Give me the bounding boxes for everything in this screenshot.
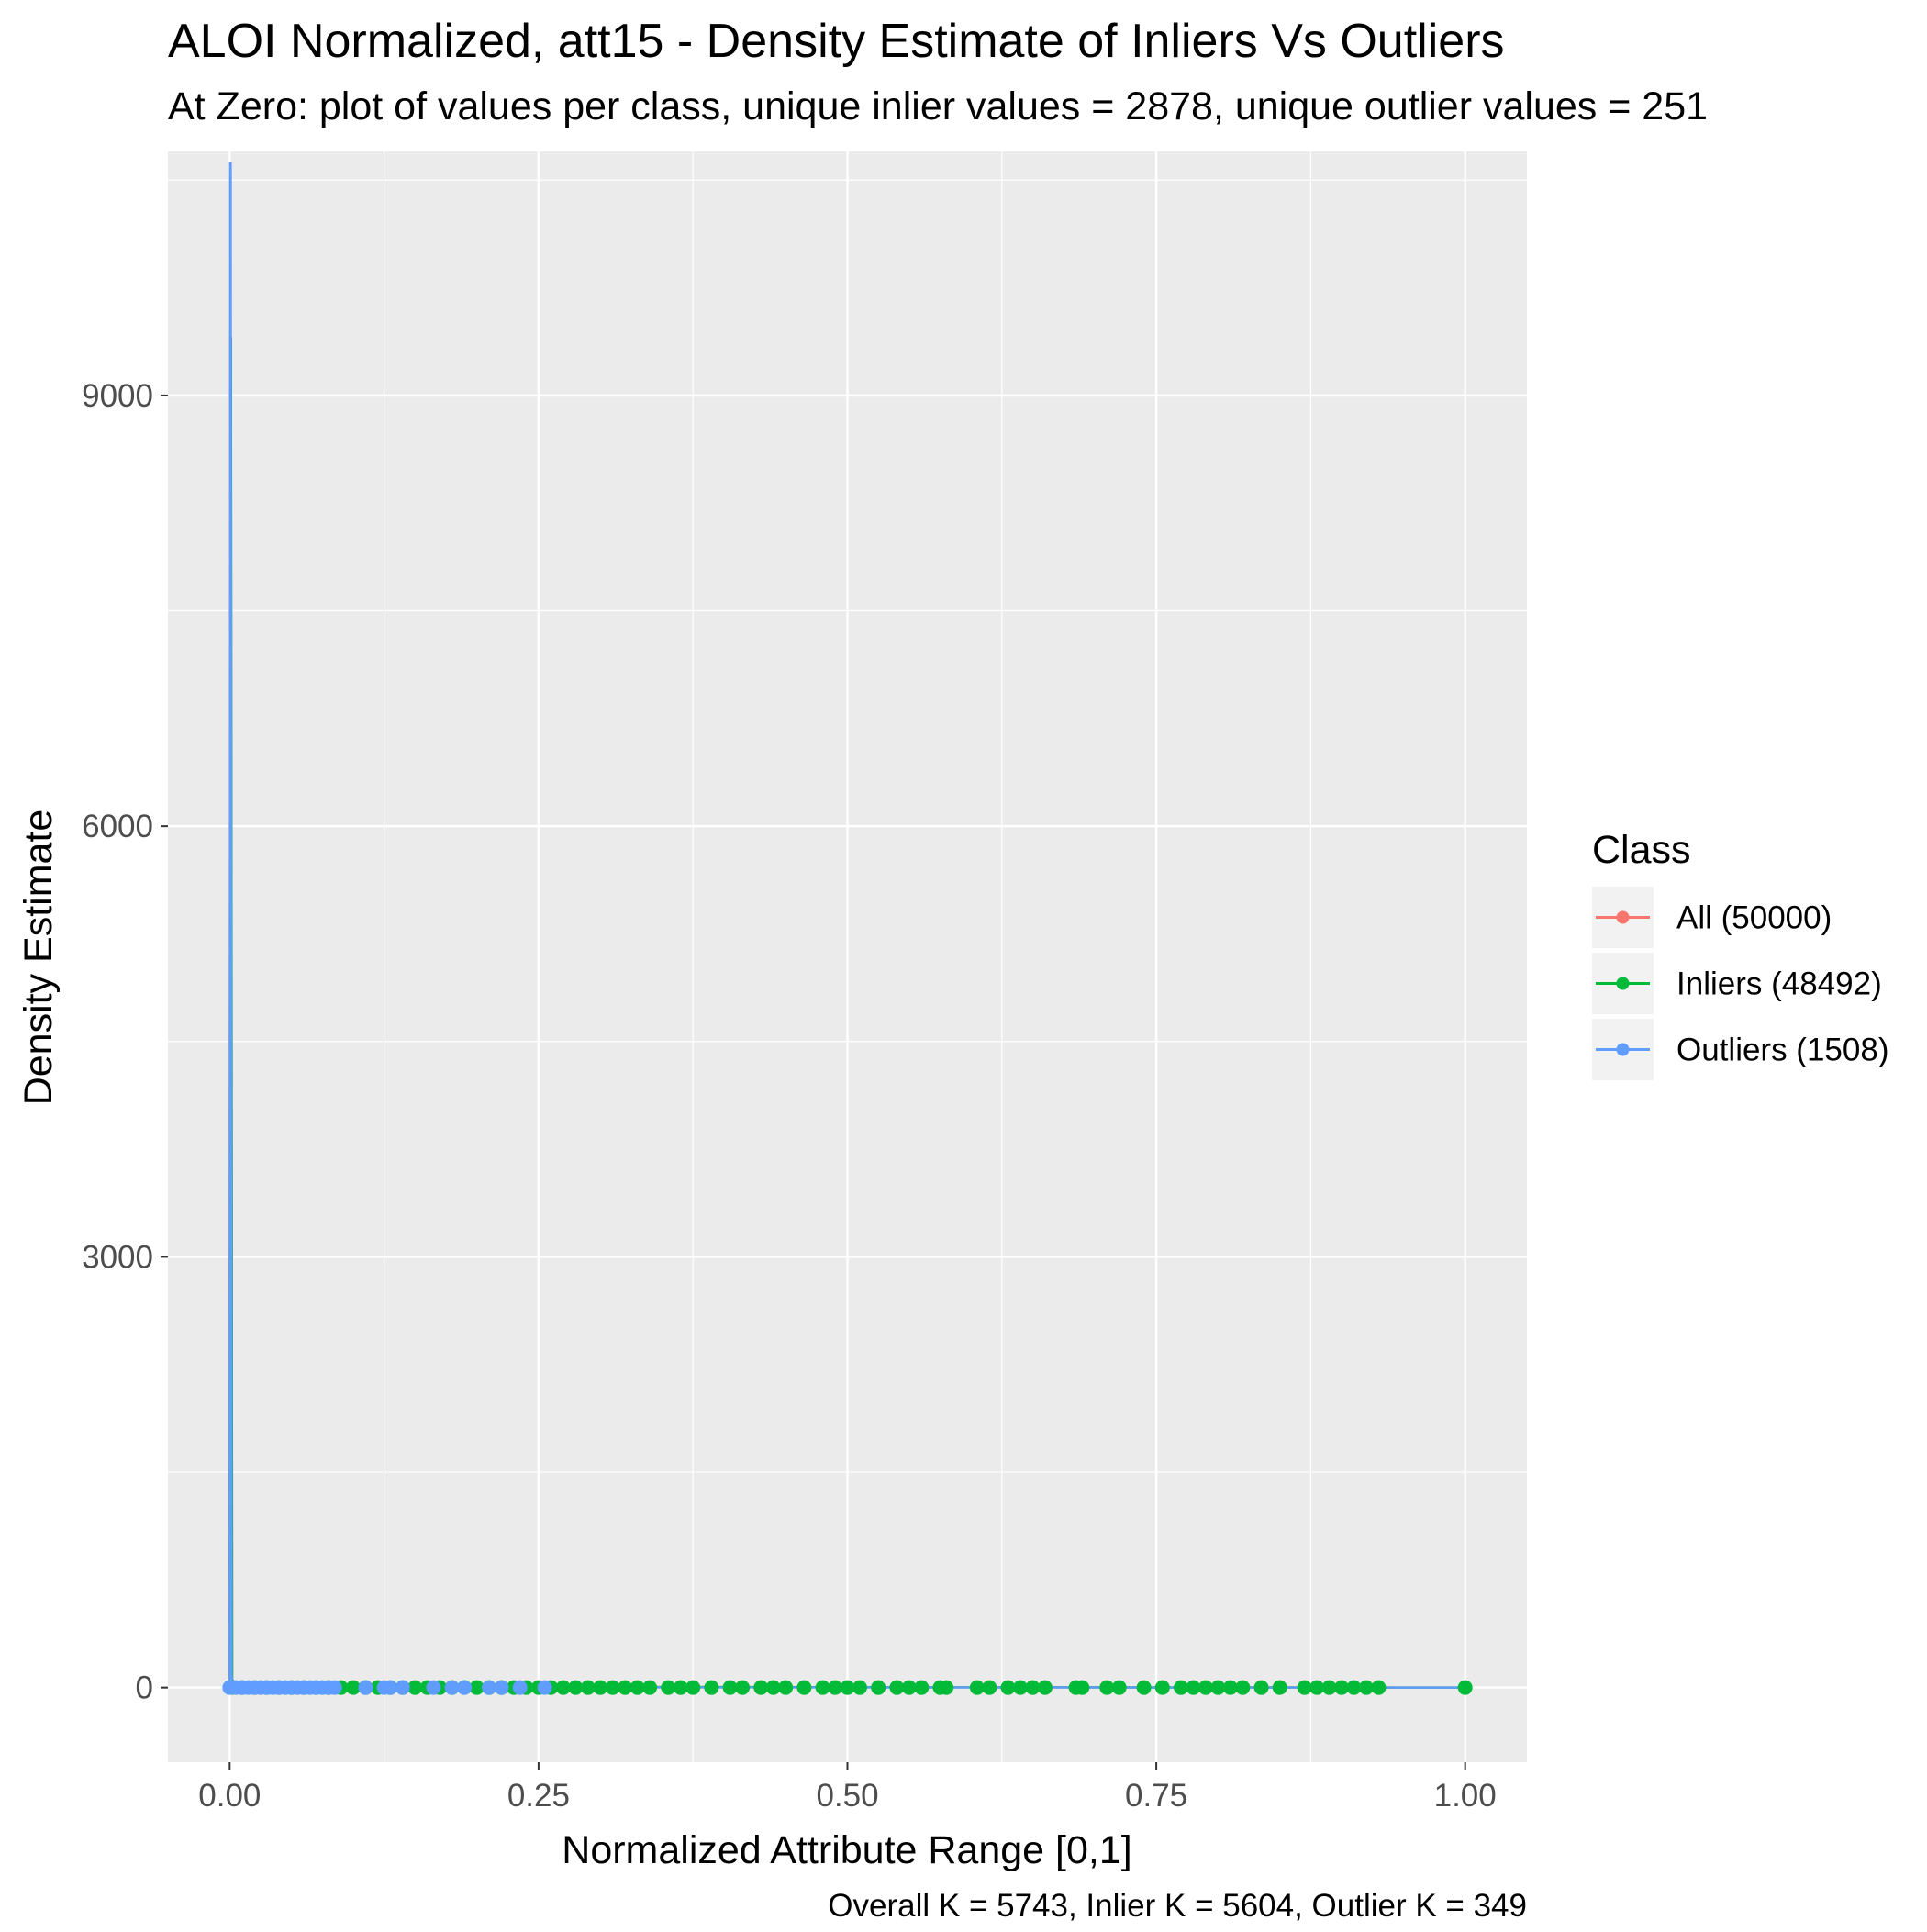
outlier-point xyxy=(327,1680,342,1695)
inlier-point xyxy=(753,1680,769,1695)
outlier-point xyxy=(512,1680,528,1695)
inlier-point xyxy=(796,1680,812,1695)
inlier-point xyxy=(605,1680,620,1695)
inlier-point xyxy=(1136,1680,1152,1695)
inlier-point xyxy=(901,1680,917,1695)
chart-subtitle: At Zero: plot of values per class, uniqu… xyxy=(168,84,1708,128)
inlier-point xyxy=(1037,1680,1053,1695)
inlier-point xyxy=(1154,1680,1170,1695)
x-tick-label: 1.00 xyxy=(1434,1778,1497,1814)
inlier-point xyxy=(1272,1680,1287,1695)
inlier-point xyxy=(815,1680,830,1695)
inlier-point xyxy=(1309,1680,1325,1695)
inlier-point xyxy=(618,1680,633,1695)
inlier-point xyxy=(1346,1680,1362,1695)
outlier-point xyxy=(482,1680,497,1695)
inlier-point xyxy=(593,1680,608,1695)
legend-title: Class xyxy=(1592,828,1691,872)
inlier-point xyxy=(1197,1680,1213,1695)
inlier-point xyxy=(982,1680,997,1695)
legend-label: Outliers (1508) xyxy=(1676,1033,1888,1068)
inlier-point xyxy=(568,1680,584,1695)
y-tick-label: 6000 xyxy=(82,809,153,844)
inlier-point xyxy=(407,1680,423,1695)
x-tick-label: 0.50 xyxy=(816,1778,878,1814)
inlier-point xyxy=(852,1680,867,1695)
inlier-point xyxy=(661,1680,676,1695)
x-tick-label: 0.00 xyxy=(198,1778,261,1814)
x-axis-title: Normalized Attribute Range [0,1] xyxy=(562,1828,1131,1872)
outlier-point xyxy=(395,1680,410,1695)
inlier-point xyxy=(1321,1680,1337,1695)
y-tick-label: 3000 xyxy=(82,1239,153,1275)
inlier-point xyxy=(704,1680,719,1695)
inlier-point xyxy=(629,1680,645,1695)
inlier-point xyxy=(1012,1680,1028,1695)
inlier-point xyxy=(1222,1680,1238,1695)
x-tick-label: 0.25 xyxy=(507,1778,570,1814)
outlier-point xyxy=(537,1680,552,1695)
inlier-point xyxy=(642,1680,658,1695)
inlier-point xyxy=(1253,1680,1269,1695)
inlier-point xyxy=(722,1680,738,1695)
inlier-point xyxy=(840,1680,855,1695)
inlier-point xyxy=(469,1680,485,1695)
inlier-point xyxy=(1099,1680,1115,1695)
inlier-point xyxy=(1235,1680,1251,1695)
inlier-point xyxy=(778,1680,794,1695)
outlier-point xyxy=(383,1680,398,1695)
outlier-point xyxy=(426,1680,441,1695)
x-tick-label: 0.75 xyxy=(1125,1778,1187,1814)
inlier-point xyxy=(555,1680,571,1695)
inlier-point xyxy=(1025,1680,1041,1695)
inlier-point xyxy=(828,1680,843,1695)
outlier-point xyxy=(444,1680,460,1695)
legend-label: Inliers (48492) xyxy=(1676,966,1882,1002)
inlier-point xyxy=(1111,1680,1127,1695)
value-points xyxy=(222,1680,1473,1695)
inlier-point xyxy=(1297,1680,1312,1695)
chart-caption: Overall K = 5743, Inlier K = 5604, Outli… xyxy=(828,1888,1527,1924)
legend-key-point xyxy=(1616,910,1630,924)
x-axis: 0.00 0.25 0.50 0.75 1.00 xyxy=(198,1762,1497,1814)
legend: Class All (50000) Inliers (48492) Outliers… xyxy=(1592,828,1888,1080)
outlier-point xyxy=(358,1680,373,1695)
inlier-point xyxy=(1457,1680,1473,1695)
y-tick-label: 0 xyxy=(136,1670,153,1706)
inlier-point xyxy=(1210,1680,1226,1695)
inlier-point xyxy=(1358,1680,1374,1695)
y-axis: 0 3000 6000 9000 xyxy=(82,378,168,1706)
legend-key-point xyxy=(1616,977,1630,990)
inlier-point xyxy=(1371,1680,1387,1695)
outlier-point xyxy=(494,1680,509,1695)
inlier-point xyxy=(580,1680,596,1695)
y-axis-title: Density Estimate xyxy=(17,810,61,1106)
y-tick-label: 9000 xyxy=(82,378,153,414)
inlier-point xyxy=(765,1680,781,1695)
inlier-point xyxy=(871,1680,886,1695)
inlier-point xyxy=(914,1680,930,1695)
inlier-point xyxy=(889,1680,905,1695)
inlier-point xyxy=(1075,1680,1090,1695)
inlier-point xyxy=(1174,1680,1189,1695)
inlier-point xyxy=(1334,1680,1350,1695)
legend-label: All (50000) xyxy=(1676,900,1832,936)
legend-key-point xyxy=(1616,1043,1630,1056)
inlier-point xyxy=(345,1680,361,1695)
inlier-point xyxy=(1186,1680,1201,1695)
inlier-point xyxy=(969,1680,985,1695)
inlier-point xyxy=(1000,1680,1016,1695)
inlier-point xyxy=(685,1680,701,1695)
outlier-point xyxy=(457,1680,473,1695)
inlier-point xyxy=(939,1680,954,1695)
inlier-point xyxy=(735,1680,751,1695)
chart-title: ALOI Normalized, att15 - Density Estimat… xyxy=(168,15,1505,68)
inlier-point xyxy=(673,1680,688,1695)
